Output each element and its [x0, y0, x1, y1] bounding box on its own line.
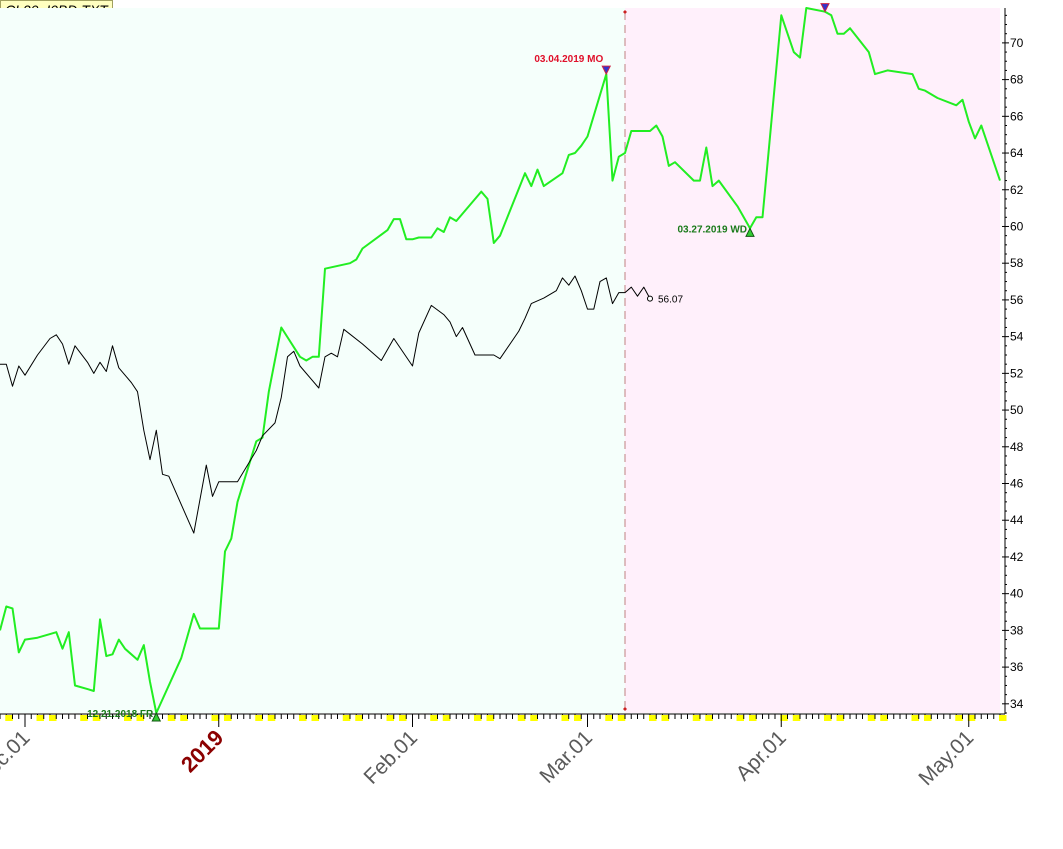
x-day-marker	[911, 715, 919, 721]
x-day-marker	[180, 715, 188, 721]
y-tick-label: 36	[1010, 660, 1024, 674]
x-day-marker	[474, 715, 482, 721]
y-tick-label: 52	[1010, 366, 1024, 380]
annotation-layer: 03.04.2019 MO 04.08.2019 MO 03.27.2019 WD 1…	[87, 0, 830, 722]
x-day-marker	[924, 715, 932, 721]
x-day-marker	[692, 715, 701, 721]
divider-top-marker	[623, 10, 627, 14]
x-day-marker	[124, 715, 132, 721]
high-marker	[601, 65, 612, 76]
y-tick-label: 50	[1010, 403, 1024, 417]
x-day-marker	[824, 715, 832, 721]
y-tick-label: 46	[1010, 477, 1024, 491]
x-day-marker	[224, 715, 232, 721]
x-day-marker	[386, 715, 394, 721]
x-day-marker	[955, 715, 963, 721]
history-background	[0, 8, 625, 713]
x-day-marker	[311, 715, 319, 721]
x-day-marker	[561, 715, 569, 721]
x-axis: Dec.01 2019 Feb.01 Mar.01 Apr.01 May.01	[0, 714, 978, 790]
high-annotation-label: 03.04.2019 MO	[534, 54, 603, 65]
y-tick-label: 38	[1010, 623, 1024, 637]
x-day-marker	[836, 715, 844, 721]
x-day-marker	[792, 715, 801, 721]
x-day-marker	[661, 715, 669, 721]
x-month-label: Apr.01	[732, 726, 791, 785]
x-day-marker	[299, 715, 307, 721]
x-day-marker	[5, 715, 13, 721]
x-day-marker	[517, 715, 526, 721]
x-tick-strip	[0, 713, 1007, 721]
series-black-line	[0, 275, 651, 534]
y-tick-label: 70	[1010, 36, 1024, 50]
x-day-marker	[736, 715, 744, 721]
y-tick-label: 56	[1010, 293, 1024, 307]
x-day-marker	[92, 715, 101, 721]
low-marker	[745, 227, 755, 237]
y-tick-label: 62	[1010, 183, 1024, 197]
x-day-marker	[355, 715, 363, 721]
x-month-label: Mar.01	[535, 726, 597, 788]
x-month-label: Feb.01	[360, 726, 423, 789]
y-tick-label: 48	[1010, 440, 1024, 454]
x-day-marker	[167, 715, 176, 721]
x-day-marker	[880, 715, 888, 721]
x-day-marker	[867, 715, 876, 721]
series-layer: 56.07	[0, 7, 1001, 714]
x-month-label: Dec.01	[0, 726, 35, 789]
y-axis: 34 36 38 40 42 44 46 48 50 52 54 56 58 60 62 64 66 68 70	[1002, 8, 1024, 714]
y-tick-label: 60	[1010, 219, 1024, 233]
y-tick-label: 42	[1010, 550, 1024, 564]
x-day-marker	[999, 715, 1007, 721]
high-annotation-label: 04.08.2019 MO	[753, 0, 822, 3]
x-day-marker	[267, 715, 276, 721]
x-day-marker	[705, 715, 713, 721]
last-value-marker	[647, 295, 653, 302]
x-day-marker	[36, 715, 44, 721]
last-value-label: 56.07	[658, 295, 683, 306]
divider-bottom-marker	[623, 707, 627, 711]
x-day-marker	[49, 715, 57, 721]
x-day-marker	[574, 715, 582, 721]
x-day-marker	[442, 715, 451, 721]
x-day-marker	[486, 715, 494, 721]
high-marker	[820, 3, 830, 13]
low-annotation-label: 03.27.2019 WD	[678, 224, 748, 235]
x-day-marker	[342, 715, 351, 721]
x-month-label: May.01	[914, 726, 978, 790]
forecast-background	[625, 8, 1000, 713]
series-green-line	[0, 7, 1001, 714]
x-day-marker	[780, 715, 788, 721]
y-tick-label: 54	[1010, 330, 1024, 344]
x-day-marker	[430, 715, 438, 721]
y-tick-label: 34	[1010, 697, 1024, 711]
x-day-marker	[617, 715, 626, 721]
x-day-marker	[80, 715, 88, 721]
x-year-label: 2019	[176, 725, 228, 777]
x-day-marker	[211, 715, 219, 721]
x-day-marker	[136, 715, 144, 721]
x-day-marker	[649, 715, 657, 721]
low-annotation-label: 12.21.2018 FR	[87, 709, 154, 720]
x-day-marker	[967, 715, 976, 721]
y-tick-label: 66	[1010, 109, 1024, 123]
y-tick-label: 40	[1010, 587, 1024, 601]
y-tick-label: 68	[1010, 73, 1024, 87]
x-day-marker	[605, 715, 613, 721]
x-day-marker	[530, 715, 538, 721]
x-day-marker	[399, 715, 407, 721]
y-tick-label: 44	[1010, 513, 1024, 527]
x-day-marker	[749, 715, 757, 721]
x-day-marker	[255, 715, 263, 721]
y-tick-label: 64	[1010, 146, 1024, 160]
y-tick-label: 58	[1010, 256, 1024, 270]
low-marker	[151, 711, 162, 722]
